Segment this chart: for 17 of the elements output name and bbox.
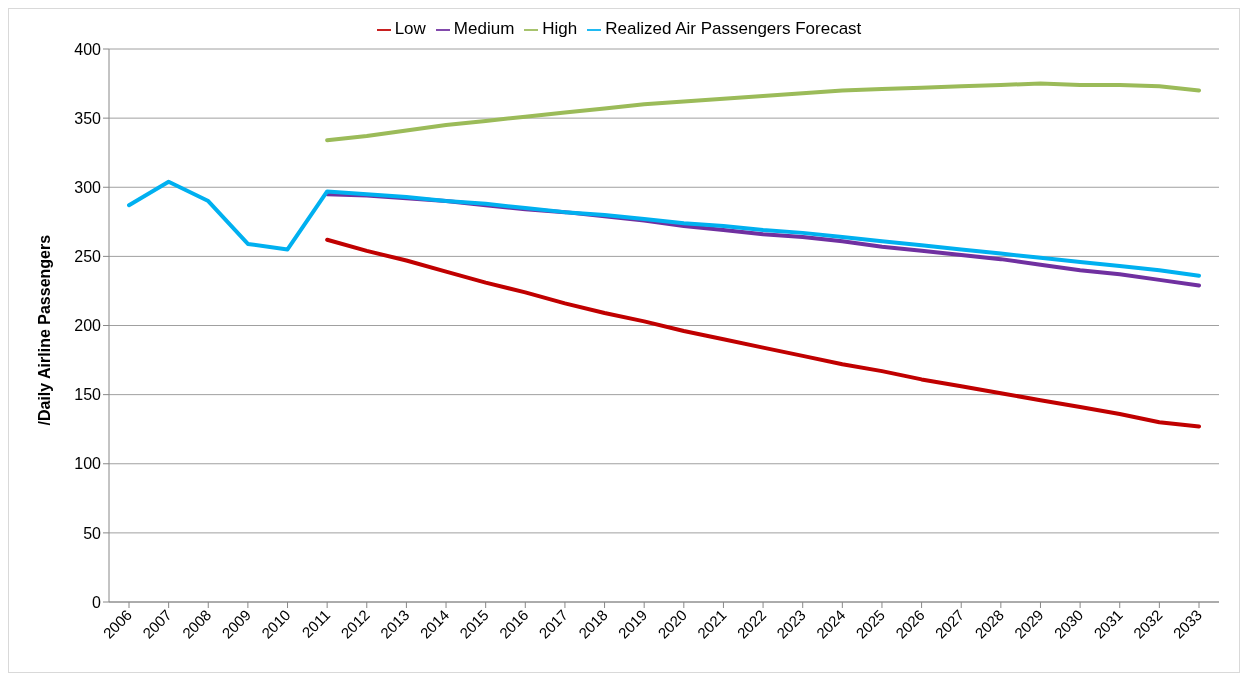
y-tick-label: 0 — [92, 593, 102, 611]
y-tick-label: 150 — [74, 386, 102, 404]
legend-label: Medium — [453, 19, 515, 38]
line-series — [325, 237, 1201, 429]
y-tick-label: 350 — [74, 109, 102, 127]
y-tick-label: 400 — [74, 40, 102, 58]
y-axis-title: /Daily Airline Passengers — [35, 234, 53, 426]
line-series — [325, 81, 1201, 143]
y-tick-label: 200 — [74, 317, 102, 335]
legend-label: High — [542, 19, 578, 38]
y-tick-label: 300 — [74, 178, 102, 196]
y-tick-label: 250 — [74, 248, 102, 266]
y-tick-label: 100 — [74, 455, 102, 473]
legend-label: Realized Air Passengers Forecast — [605, 19, 862, 38]
y-tick-label: 50 — [83, 524, 102, 542]
legend-label: Low — [394, 19, 426, 38]
line-series — [127, 179, 1201, 278]
